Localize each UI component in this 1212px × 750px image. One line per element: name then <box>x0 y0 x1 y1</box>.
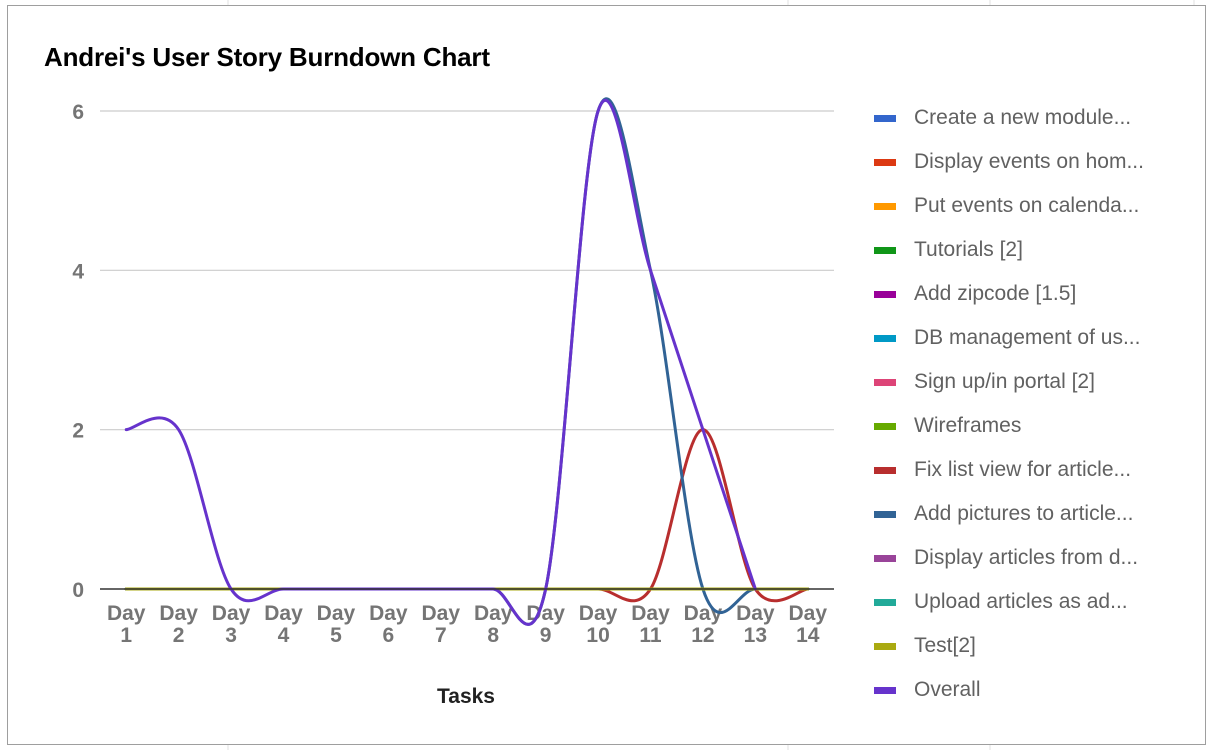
legend-swatch <box>874 158 896 166</box>
legend-item[interactable]: Add pictures to article... <box>874 492 1194 536</box>
legend-label: Fix list view for article... <box>914 458 1132 481</box>
x-tick-label: Day 3 <box>212 602 251 647</box>
legend-item[interactable]: Tutorials [2] <box>874 228 1194 272</box>
x-tick-label: Day 12 <box>684 602 723 647</box>
x-tick-label: Day 1 <box>107 602 146 647</box>
legend-label: Sign up/in portal [2] <box>914 370 1095 393</box>
legend-item[interactable]: DB management of us... <box>874 316 1194 360</box>
legend-item[interactable]: Upload articles as ad... <box>874 580 1194 624</box>
legend-item[interactable]: Sign up/in portal [2] <box>874 360 1194 404</box>
legend-label: Add zipcode [1.5] <box>914 282 1077 305</box>
x-tick-label: Day 4 <box>264 602 303 647</box>
legend-item[interactable]: Display articles from d... <box>874 536 1194 580</box>
legend-item[interactable]: Test[2] <box>874 624 1194 668</box>
series-line-fix-list-view-for-article <box>124 428 810 603</box>
legend-swatch <box>874 466 896 474</box>
series-line-add-pictures-to-article <box>124 97 810 626</box>
legend-item[interactable]: Create a new module... <box>874 96 1194 140</box>
x-tick-label: Day 5 <box>317 602 356 647</box>
legend-swatch <box>874 598 896 606</box>
legend-label: Tutorials [2] <box>914 238 1023 261</box>
x-tick-label: Day 10 <box>579 602 618 647</box>
y-tick-label: 2 <box>72 420 84 443</box>
legend-swatch <box>874 114 896 122</box>
legend-label: Display articles from d... <box>914 546 1139 569</box>
legend-item[interactable]: Wireframes <box>874 404 1194 448</box>
legend-item[interactable]: Put events on calenda... <box>874 184 1194 228</box>
legend-swatch <box>874 290 896 298</box>
legend-swatch <box>874 510 896 518</box>
x-tick-label: Day 7 <box>422 602 461 647</box>
legend-label: DB management of us... <box>914 326 1141 349</box>
y-tick-label: 0 <box>72 579 84 602</box>
legend-swatch <box>874 334 896 342</box>
legend-swatch <box>874 554 896 562</box>
legend-label: Display events on hom... <box>914 150 1144 173</box>
legend-item[interactable]: Fix list view for article... <box>874 448 1194 492</box>
x-tick-label: Day 2 <box>159 602 198 647</box>
legend-label: Create a new module... <box>914 106 1132 129</box>
legend-label: Wireframes <box>914 414 1022 437</box>
x-tick-label: Day 11 <box>631 602 670 647</box>
legend-label: Upload articles as ad... <box>914 590 1128 613</box>
legend-swatch <box>874 422 896 430</box>
legend-item[interactable]: Overall <box>874 668 1194 712</box>
legend-item[interactable]: Display events on hom... <box>874 140 1194 184</box>
legend-swatch <box>874 686 896 694</box>
x-tick-label: Day 13 <box>736 602 775 647</box>
x-tick-label: Day 6 <box>369 602 408 647</box>
series-line-overall <box>124 99 757 626</box>
x-tick-label: Day 14 <box>789 602 828 647</box>
legend-label: Overall <box>914 678 981 701</box>
y-tick-label: 4 <box>72 260 84 283</box>
legend-swatch <box>874 246 896 254</box>
chart-container[interactable]: Andrei's User Story Burndown Chart 0 2 4 6 D… <box>7 5 1206 745</box>
legend-item[interactable]: Add zipcode [1.5] <box>874 272 1194 316</box>
chart-title: Andrei's User Story Burndown Chart <box>44 42 490 72</box>
legend-swatch <box>874 642 896 650</box>
legend-label: Add pictures to article... <box>914 502 1134 525</box>
y-tick-label: 6 <box>72 101 84 124</box>
legend-label: Test[2] <box>914 634 976 657</box>
legend-swatch <box>874 202 896 210</box>
legend-swatch <box>874 378 896 386</box>
legend: Create a new module... Display events on … <box>874 96 1194 712</box>
legend-label: Put events on calenda... <box>914 194 1140 217</box>
x-axis-title: Tasks <box>437 685 495 708</box>
x-tick-label: Day 8 <box>474 602 513 647</box>
